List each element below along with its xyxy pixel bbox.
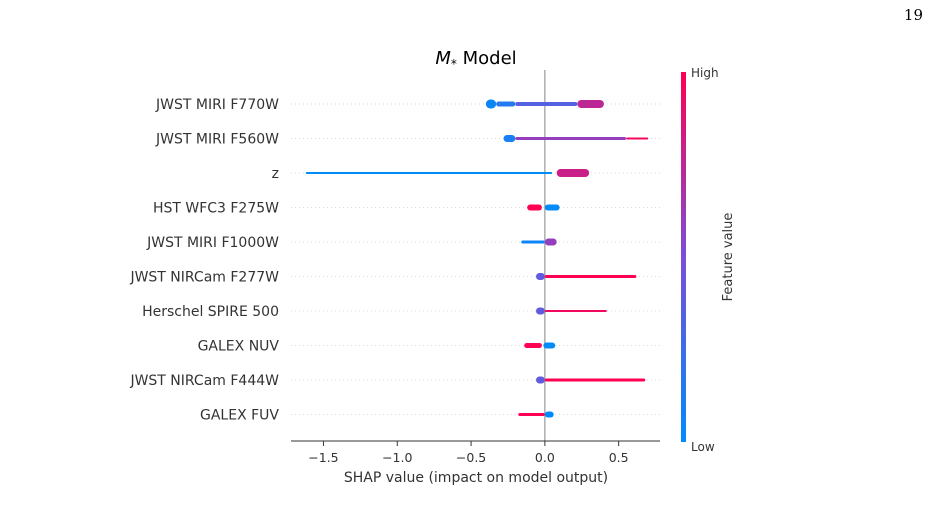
feature-swarm [536,307,607,315]
feature-swarm [518,411,554,418]
swarm-segment [496,101,516,107]
colorbar [681,72,686,442]
chart-title: M* Model [435,48,516,71]
swarm-segment [556,169,590,177]
x-tick-label: 0.5 [609,450,629,465]
feature-label: z [272,166,279,182]
feature-swarm [527,204,560,211]
swarm-segment [543,342,556,349]
chart-title-subscript: * [451,57,457,71]
swarm-segment [521,240,545,244]
chart-title-symbol: M [435,48,451,69]
swarm-segment [544,310,607,312]
feature-label: JWST NIRCam F444W [129,373,279,389]
page-number: 19 [903,6,923,24]
feature-swarm [536,376,646,384]
swarm-segment [544,238,557,246]
feature-swarm [524,342,556,349]
swarm-segment [305,172,553,174]
x-tick-label: −1.5 [308,450,338,465]
swarm-segment [536,273,545,280]
swarm-segment [524,343,542,348]
x-axis-ticks: −1.5 −1.0 −0.5 0.0 0.5 [308,441,629,465]
feature-label: HST WFC3 F275W [153,201,279,217]
feature-gridlines [291,103,660,415]
swarm-segment [536,307,545,315]
colorbar-title: Feature value [721,213,736,302]
colorbar-high-label: High [691,66,719,80]
swarm-segment [536,376,545,384]
swarm-segment [518,413,545,416]
swarm-segment [503,135,516,142]
x-tick-label: −1.0 [382,450,412,465]
feature-swarm [521,238,557,246]
swarm-segment [527,204,542,211]
swarm-segment [626,137,649,140]
x-tick-label: −0.5 [456,450,486,465]
chart-title-rest: Model [457,48,517,69]
colorbar-low-label: Low [691,440,715,454]
swarm-segment [515,102,578,106]
beeswarm-area [305,99,649,418]
feature-swarm [503,135,649,142]
feature-label: JWST NIRCam F277W [129,270,279,286]
swarm-segment [515,137,627,140]
x-axis-title: SHAP value (impact on model output) [344,470,608,486]
swarm-segment [577,100,604,108]
swarm-segment [544,378,646,382]
feature-swarm [485,99,604,109]
feature-label: GALEX NUV [198,339,280,355]
feature-label: Herschel SPIRE 500 [142,304,279,320]
feature-swarm [536,273,637,280]
feature-label: JWST MIRI F770W [155,97,279,113]
swarm-segment [485,99,497,109]
swarm-segment [544,411,554,418]
feature-swarm [305,169,590,177]
x-tick-label: 0.0 [535,450,555,465]
feature-label: GALEX FUV [200,408,279,424]
swarm-segment [544,275,637,278]
feature-label: JWST MIRI F1000W [146,235,279,251]
swarm-segment [544,204,560,211]
feature-labels: JWST MIRI F770W JWST MIRI F560W z HST WFC3 … [129,97,279,424]
feature-label: JWST MIRI F560W [155,132,279,148]
